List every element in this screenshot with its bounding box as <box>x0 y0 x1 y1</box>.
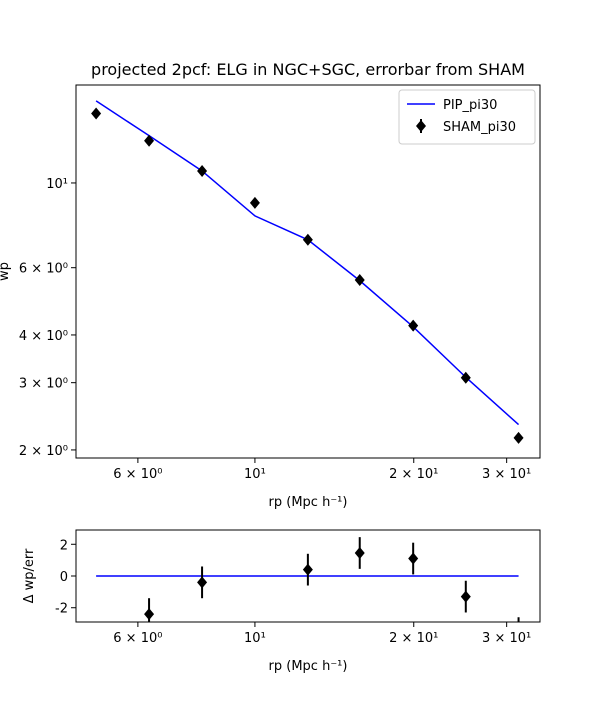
marker <box>354 274 365 287</box>
marker <box>302 563 313 576</box>
x-axis-label: rp (Mpc h⁻¹) <box>269 495 348 510</box>
y-tick-label: 3 × 10⁰ <box>19 377 68 392</box>
y-tick-label: 2 <box>60 538 68 553</box>
marker <box>513 431 524 444</box>
x-tick-label: 2 × 10¹ <box>389 631 438 646</box>
x-tick-label: 3 × 10¹ <box>482 631 531 646</box>
marker <box>408 552 419 565</box>
y-axis-label: Δ wp/err <box>22 548 37 603</box>
marker <box>460 590 471 603</box>
marker <box>302 233 313 246</box>
y-tick-label: -2 <box>55 602 68 617</box>
y-axis-label: wp <box>0 262 12 281</box>
marker <box>144 608 155 621</box>
y-tick-label: 2 × 10⁰ <box>19 444 68 459</box>
y-tick-label: 0 <box>60 570 68 585</box>
legend-label: SHAM_pi30 <box>443 120 516 135</box>
plot-area <box>91 100 524 444</box>
chart-title: projected 2pcf: ELG in NGC+SGC, errorbar… <box>91 60 525 79</box>
series-line <box>95 100 520 426</box>
y-tick-label: 6 × 10⁰ <box>19 262 68 277</box>
marker <box>197 164 208 177</box>
marker <box>249 196 260 209</box>
x-tick-label: 10¹ <box>244 467 266 482</box>
x-tick-label: 3 × 10¹ <box>482 467 531 482</box>
plot-area <box>96 537 520 622</box>
marker <box>91 107 102 120</box>
marker <box>144 134 155 147</box>
marker <box>408 319 419 332</box>
axes-frame <box>75 84 541 459</box>
y-tick-label: 10¹ <box>46 177 68 192</box>
x-tick-label: 6 × 10⁰ <box>113 467 162 482</box>
axes-frame <box>75 529 541 623</box>
x-tick-label: 2 × 10¹ <box>389 467 438 482</box>
marker <box>460 371 471 384</box>
legend-swatch <box>416 120 426 132</box>
marker <box>197 576 208 589</box>
x-tick-label: 10¹ <box>244 631 266 646</box>
y-tick-label: 4 × 10⁰ <box>19 329 68 344</box>
legend-label: PIP_pi30 <box>443 98 497 113</box>
marker <box>354 547 365 559</box>
x-tick-label: 6 × 10⁰ <box>113 631 162 646</box>
x-axis-label: rp (Mpc h⁻¹) <box>269 659 348 674</box>
legend: PIP_pi30 SHAM_pi30 <box>398 89 536 145</box>
